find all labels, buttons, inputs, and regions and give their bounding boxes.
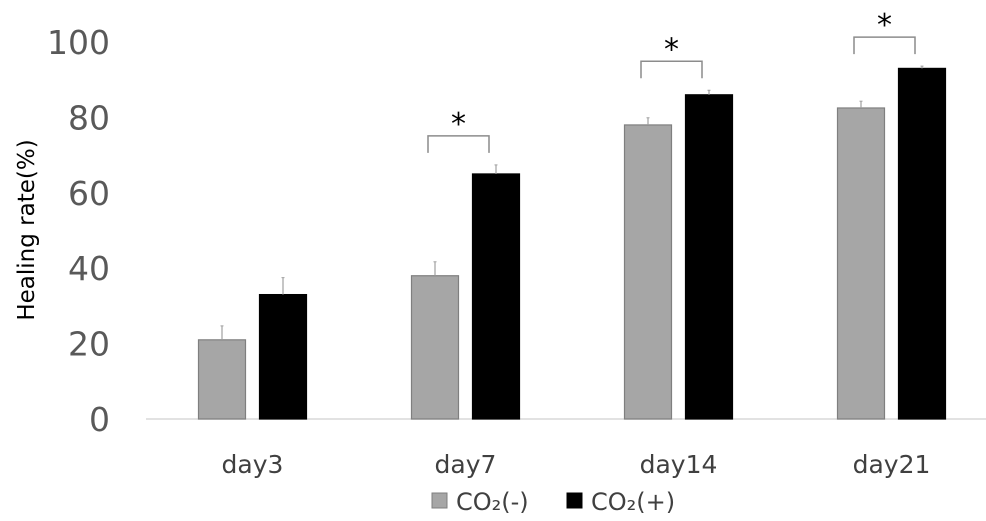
significance-star: *: [451, 107, 466, 142]
bar-day21-series-1: [897, 67, 947, 420]
x-axis-ticks: day3 day7 day14 day21: [222, 450, 931, 479]
significance-bracket: [427, 135, 490, 153]
bar-day7-series-1: [471, 173, 521, 420]
bar-day3-series-1: [258, 293, 308, 420]
y-tick-label: 80: [68, 98, 110, 137]
legend-label: CO₂(-): [456, 488, 529, 516]
bar-day14-series-0: [623, 124, 673, 420]
y-tick-label: 20: [68, 325, 110, 364]
significance-bracket: [640, 60, 703, 79]
bar-day3-series-0: [197, 339, 247, 420]
legend: CO₂(-) CO₂(+): [431, 488, 675, 516]
y-tick-label: 0: [89, 400, 110, 439]
legend-label: CO₂(+): [591, 488, 675, 516]
bars: [197, 65, 947, 420]
legend-swatch: [431, 492, 448, 509]
y-tick-label: 100: [47, 23, 110, 62]
x-tick-label: day21: [853, 450, 931, 479]
x-tick-label: day3: [222, 450, 284, 479]
bar-day21-series-0: [836, 107, 886, 420]
significance-bracket: [853, 36, 916, 55]
significance-star: *: [877, 8, 892, 43]
significance-markers: * * *: [427, 8, 916, 153]
x-tick-label: day14: [640, 450, 718, 479]
y-tick-label: 60: [68, 174, 110, 213]
y-tick-label: 40: [68, 249, 110, 288]
significance-star: *: [664, 32, 679, 67]
legend-swatch: [566, 492, 583, 509]
y-axis-label: Healing rate(%): [14, 139, 40, 320]
x-tick-label: day7: [435, 450, 497, 479]
y-axis-ticks: 0 20 40 60 80 100: [47, 23, 110, 439]
bar-day14-series-1: [684, 94, 734, 420]
bar-day7-series-0: [410, 275, 460, 420]
